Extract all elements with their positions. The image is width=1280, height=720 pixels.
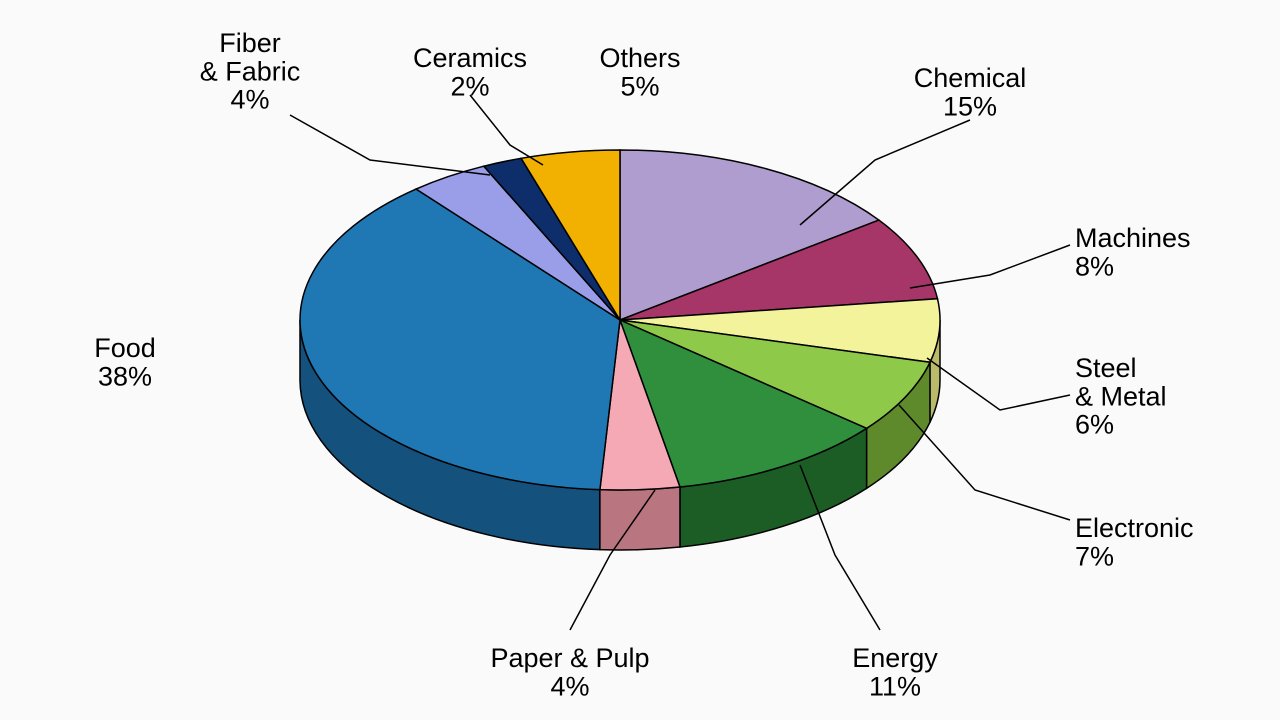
pie-chart: Chemical15%Machines8%Steel& Metal6%Elect… <box>0 0 1280 720</box>
pie-top <box>300 150 940 490</box>
pie-side-paper-pulp <box>600 487 680 550</box>
label-food: Food38% <box>94 333 156 391</box>
